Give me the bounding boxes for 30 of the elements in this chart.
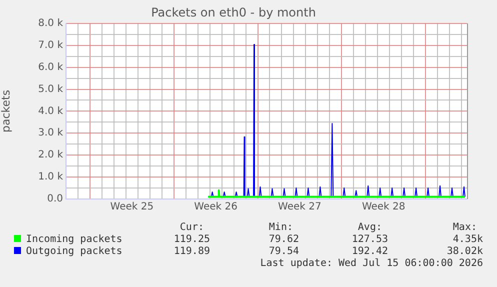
text: 127.53 (352, 234, 388, 245)
text: 192.42 (352, 246, 388, 257)
y-tick-label: 0.0 (47, 194, 63, 205)
y-tick-label: 7.0 k (38, 40, 64, 51)
text: 119.89 (174, 246, 210, 257)
text: 79.62 (268, 234, 299, 245)
text: Max: (452, 222, 477, 233)
y-tick-label: 5.0 k (38, 84, 64, 95)
text: 38.02k (446, 246, 483, 257)
y-tick-label: 8.0 k (38, 18, 64, 29)
y-tick-label: 4.0 k (38, 106, 64, 117)
text: 79.54 (268, 246, 299, 257)
text: 4.35k (452, 234, 483, 245)
text: Last update: Wed Jul 15 06:00:00 2026 (260, 258, 483, 269)
chart-title: Packets on eth0 - by month (151, 5, 316, 20)
text: Avg: (358, 222, 382, 233)
x-tick-label: Week 25 (110, 202, 154, 213)
y-axis-title: packets (0, 90, 12, 132)
legend-label: Incoming packets (25, 234, 122, 245)
text: Min: (268, 222, 293, 233)
x-tick-label: Week 26 (194, 202, 238, 213)
y-tick-label: 2.0 k (38, 150, 64, 161)
text: 119.25 (174, 234, 210, 245)
x-tick-label: Week 28 (362, 202, 406, 213)
legend-label: Outgoing packets (25, 246, 122, 257)
x-tick-label: Week 27 (278, 202, 322, 213)
y-tick-label: 3.0 k (38, 128, 64, 139)
y-tick-label: 1.0 k (38, 172, 64, 183)
y-tick-label: 6.0 k (38, 62, 64, 73)
text: Cur: (180, 222, 204, 233)
